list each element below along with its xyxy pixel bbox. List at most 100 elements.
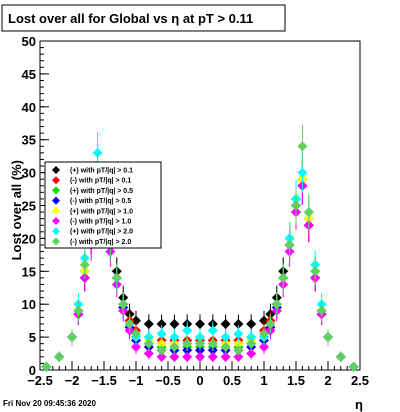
y-tick-label: 20 — [22, 231, 36, 246]
legend-label: (+) with pT/|q| > 2.0 — [70, 229, 133, 236]
y-tick-label: 15 — [22, 264, 36, 279]
data-point — [143, 318, 154, 329]
data-point — [195, 351, 205, 362]
legend-marker — [52, 176, 60, 185]
title-frame — [1, 4, 286, 32]
data-point — [54, 351, 65, 362]
data-point — [233, 318, 244, 329]
data-point — [156, 318, 167, 329]
data-point — [297, 167, 308, 178]
y-tick-label: 25 — [22, 199, 36, 214]
y-axis: 0 5 10 15 20 25 30 35 40 45 50 — [22, 34, 49, 378]
data-point — [67, 332, 77, 343]
x-tick-label: −1 — [129, 373, 144, 388]
x-tick-label: 2 — [324, 373, 331, 388]
legend-marker — [52, 186, 60, 195]
x-tick-label: 1 — [260, 373, 267, 388]
x-tick-label: −0.5 — [155, 373, 181, 388]
legend-marker — [52, 206, 60, 215]
data-point — [143, 348, 154, 359]
data-point — [143, 338, 154, 349]
timestamp: Fri Nov 20 09:45:36 2020 — [3, 399, 96, 408]
x-tick-label: 0.5 — [223, 373, 241, 388]
data-point — [79, 259, 90, 270]
data-point — [278, 272, 289, 283]
data-point — [169, 351, 180, 362]
y-tick-label: 10 — [22, 297, 36, 312]
legend-frame — [44, 161, 162, 249]
data-point — [41, 361, 52, 372]
legend-marker — [52, 237, 60, 246]
legend: (+) with pT/|q| > 0.1 (-) with pT/|q| > 0… — [44, 161, 162, 249]
x-tick-label: 0 — [196, 373, 203, 388]
legend-marker — [52, 217, 60, 225]
data-point — [246, 338, 257, 349]
x-axis-label: η — [355, 397, 363, 412]
x-tick-label: 2.5 — [351, 373, 369, 388]
y-axis-label: Lost over all (%) — [9, 160, 24, 260]
data-point — [131, 341, 141, 352]
data-point — [265, 318, 276, 329]
data-point — [220, 351, 231, 362]
data-point — [291, 200, 301, 211]
data-point — [335, 351, 346, 362]
data-point — [259, 328, 269, 339]
data-point — [156, 345, 167, 356]
legend-label: (+) with pT/|q| > 0.1 — [70, 168, 133, 175]
data-point — [182, 351, 193, 362]
y-tick-label: 30 — [22, 166, 36, 181]
data-point — [195, 338, 205, 349]
legend-label: (+) with pT/|q| > 0.5 — [70, 188, 133, 195]
data-point — [111, 272, 122, 283]
data-point — [233, 351, 244, 362]
legend-label: (-) with pT/|q| > 1.0 — [70, 219, 131, 226]
data-point — [169, 318, 180, 329]
data-point — [259, 341, 269, 352]
legend-marker — [52, 166, 60, 174]
data-point — [297, 141, 308, 152]
data-point — [284, 239, 295, 250]
legend-entries: (+) with pT/|q| > 0.1 (-) with pT/|q| > 0… — [52, 166, 133, 246]
data-point — [207, 325, 218, 336]
legend-label: (-) with pT/|q| > 0.1 — [70, 178, 131, 185]
data-point — [246, 348, 257, 359]
legend-label: (-) with pT/|q| > 0.5 — [70, 198, 131, 205]
data-point — [348, 361, 359, 372]
data-point — [220, 332, 231, 343]
legend-label: (+) with pT/|q| > 1.0 — [70, 208, 133, 215]
data-point — [316, 305, 327, 316]
data-point — [156, 338, 167, 349]
data-point — [195, 318, 205, 329]
title-box: Lost over all for Global vs η at pT > 0.… — [1, 4, 286, 32]
x-tick-label: −2.5 — [27, 373, 53, 388]
legend-label: (-) with pT/|q| > 2.0 — [70, 239, 131, 246]
data-point — [207, 338, 218, 349]
y-tick-label: 0 — [29, 363, 36, 378]
data-point — [303, 207, 314, 218]
chart-title: Lost over all for Global vs η at pT > 0.… — [8, 11, 253, 26]
legend-marker — [52, 227, 60, 236]
y-tick-label: 40 — [22, 100, 36, 115]
data-point — [182, 325, 193, 336]
data-point — [131, 328, 141, 339]
data-point — [169, 341, 180, 352]
data-point — [246, 318, 257, 329]
data-point — [156, 351, 167, 362]
data-point — [233, 328, 244, 339]
x-tick-label: 1.5 — [287, 373, 305, 388]
data-point — [233, 345, 244, 356]
y-tick-label: 5 — [29, 330, 36, 345]
x-axis: −2.5 −2 −1.5 −1 −0.5 0 0.5 1 1.5 2 2.5 — [27, 361, 369, 388]
data-point — [310, 266, 321, 277]
x-tick-label: −2 — [65, 373, 80, 388]
x-tick-label: −1.5 — [91, 373, 117, 388]
data-point — [169, 332, 180, 343]
data-point — [207, 351, 218, 362]
data-point — [156, 328, 167, 339]
data-point — [124, 318, 135, 329]
data-point — [220, 341, 231, 352]
data-point — [73, 305, 84, 316]
y-tick-label: 35 — [22, 133, 36, 148]
data-point — [323, 332, 333, 343]
